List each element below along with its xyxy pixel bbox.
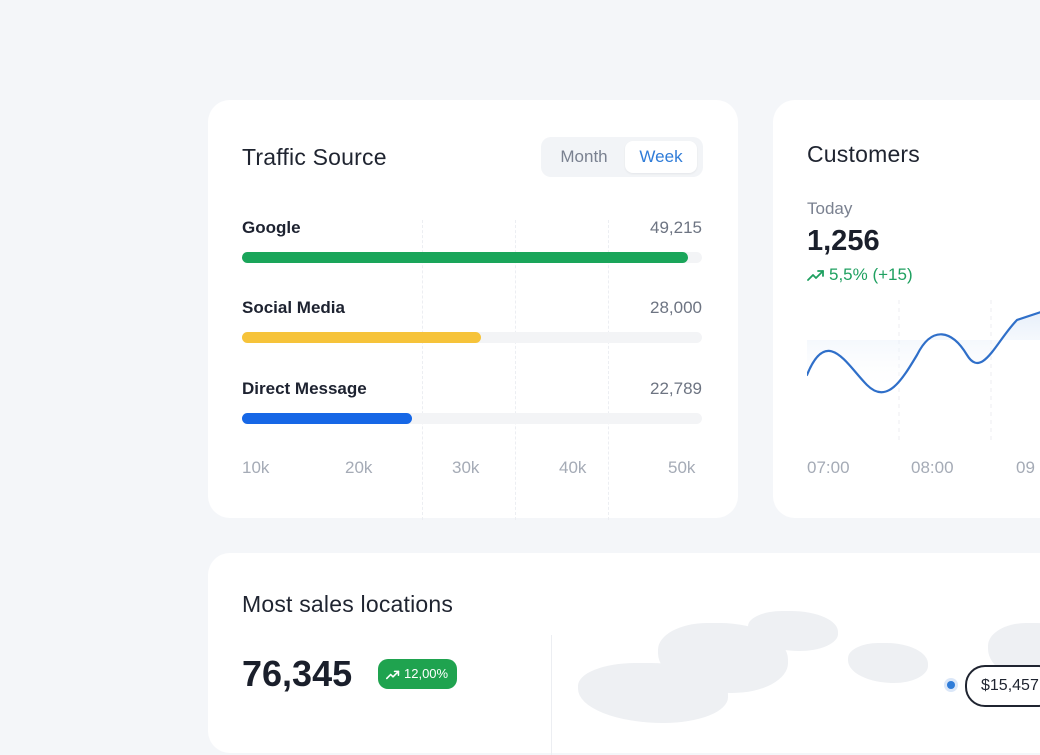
traffic-source-card: Traffic Source Month Week Google 49,215 … [208, 100, 738, 520]
customers-title: Customers [807, 141, 920, 167]
customers-count: 1,256 [807, 225, 880, 257]
traffic-source-label: Social Media [242, 298, 345, 317]
customers-change: 5,5% (+15) [807, 265, 913, 285]
trend-up-icon [807, 270, 824, 281]
world-map-shape [748, 611, 838, 651]
traffic-bar-track [242, 252, 702, 263]
traffic-source-label: Google [242, 218, 301, 237]
location-pin-icon[interactable] [944, 678, 958, 692]
sales-growth-badge: 12,00% [378, 659, 458, 689]
axis-tick-label: 09 [1016, 458, 1035, 477]
customers-card: Customers Today 1,256 5,5% (+15) 07:00 0… [773, 100, 1040, 518]
traffic-bar-fill [242, 413, 413, 424]
axis-tick-label: 40k [559, 458, 587, 477]
period-toggle: Month Week [541, 137, 703, 177]
customers-change-text: 5,5% (+15) [829, 265, 913, 284]
traffic-source-value: 49,215 [650, 218, 702, 237]
traffic-bar-track [242, 413, 702, 424]
grid-line [515, 220, 516, 520]
sales-locations-card: Most sales locations 76,345 12,00% $15,4… [208, 553, 1040, 755]
world-map-shape [848, 643, 928, 683]
customers-series-line [807, 311, 1040, 394]
sales-total: 76,345 [242, 653, 353, 694]
divider [551, 635, 552, 755]
traffic-bar-fill [242, 252, 689, 263]
location-sales-tooltip: $15,457. [965, 665, 1040, 707]
traffic-source-label: Direct Message [242, 379, 367, 398]
sales-growth-text: 12,00% [404, 666, 449, 681]
traffic-source-title: Traffic Source [242, 144, 387, 170]
customers-line-chart [807, 300, 1040, 440]
axis-tick-label: 20k [345, 458, 373, 477]
traffic-bar-track [242, 332, 702, 343]
sales-locations-title: Most sales locations [242, 591, 454, 617]
customers-area [807, 312, 1040, 393]
grid-line [608, 220, 609, 520]
customers-period-label: Today [807, 199, 853, 218]
axis-tick-label: 50k [668, 458, 696, 477]
toggle-month-button[interactable]: Month [560, 147, 608, 166]
traffic-bar-fill [242, 332, 482, 343]
traffic-source-value: 28,000 [650, 298, 702, 317]
toggle-week-button[interactable]: Week [625, 141, 697, 173]
axis-tick-label: 08:00 [911, 458, 954, 477]
traffic-source-value: 22,789 [650, 379, 702, 398]
trend-up-icon [386, 670, 400, 680]
axis-tick-label: 30k [452, 458, 480, 477]
grid-line [422, 220, 423, 520]
axis-tick-label: 07:00 [807, 458, 850, 477]
axis-tick-label: 10k [242, 458, 270, 477]
